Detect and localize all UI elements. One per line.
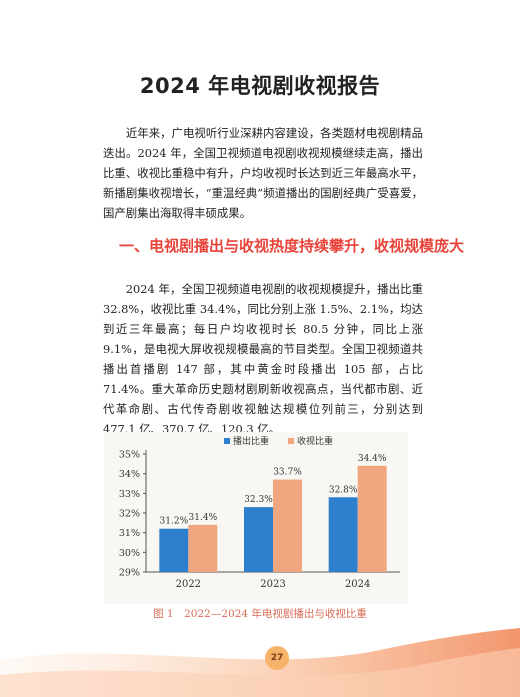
bar-chart: 29% 30% 31% 32% 33% 34% 35% 播出比重 收视比重 31.2% 31.4% 2… xyxy=(104,432,408,604)
y-tick-label: 32% xyxy=(119,509,140,520)
y-tick-label: 35% xyxy=(119,450,140,461)
bar xyxy=(357,465,387,572)
y-tick-label: 34% xyxy=(119,469,140,480)
data-label: 33.7% xyxy=(273,468,302,478)
bar xyxy=(328,497,358,572)
x-tick-label: 2024 xyxy=(345,579,370,590)
legend-swatch xyxy=(224,438,230,444)
bar xyxy=(188,524,218,572)
legend-swatch xyxy=(288,438,294,444)
y-tick-label: 33% xyxy=(119,489,140,500)
y-tick-label: 29% xyxy=(119,568,140,579)
chart-canvas: 29% 30% 31% 32% 33% 34% 35% 播出比重 收视比重 31.2% 31.4% 2… xyxy=(119,435,400,590)
decorative-wave xyxy=(0,628,520,697)
data-label: 32.3% xyxy=(244,495,273,505)
data-label: 32.8% xyxy=(329,485,358,495)
x-tick-label: 2022 xyxy=(176,579,201,590)
page-number: 27 xyxy=(265,646,289,670)
legend-label: 收视比重 xyxy=(297,435,333,447)
body-paragraph: 2024 年，全国卫视频道电视剧的收视规模提升，播出比重 32.8%，收视比重 … xyxy=(103,282,423,436)
y-tick-label: 30% xyxy=(119,548,140,559)
figure-caption: 图 1 2022—2024 年电视剧播出与收视比重 xyxy=(153,608,367,620)
data-label: 31.4% xyxy=(189,513,218,523)
page-title: 2024 年电视剧收视报告 xyxy=(139,74,381,98)
intro-paragraph: 近年来，广电视听行业深耕内容建设，各类题材电视剧精品迭出。2024 年，全国卫视… xyxy=(103,126,423,220)
y-tick-label: 31% xyxy=(119,528,140,539)
x-tick-label: 2023 xyxy=(260,579,285,590)
bar xyxy=(273,479,302,572)
data-label: 31.2% xyxy=(160,517,189,527)
section-heading: 一、电视剧播出与收视热度持续攀升，收视规模庞大 xyxy=(119,237,465,255)
legend-label: 播出比重 xyxy=(233,435,269,447)
data-label: 34.4% xyxy=(358,454,387,464)
bar xyxy=(159,528,189,572)
bar xyxy=(244,507,273,572)
